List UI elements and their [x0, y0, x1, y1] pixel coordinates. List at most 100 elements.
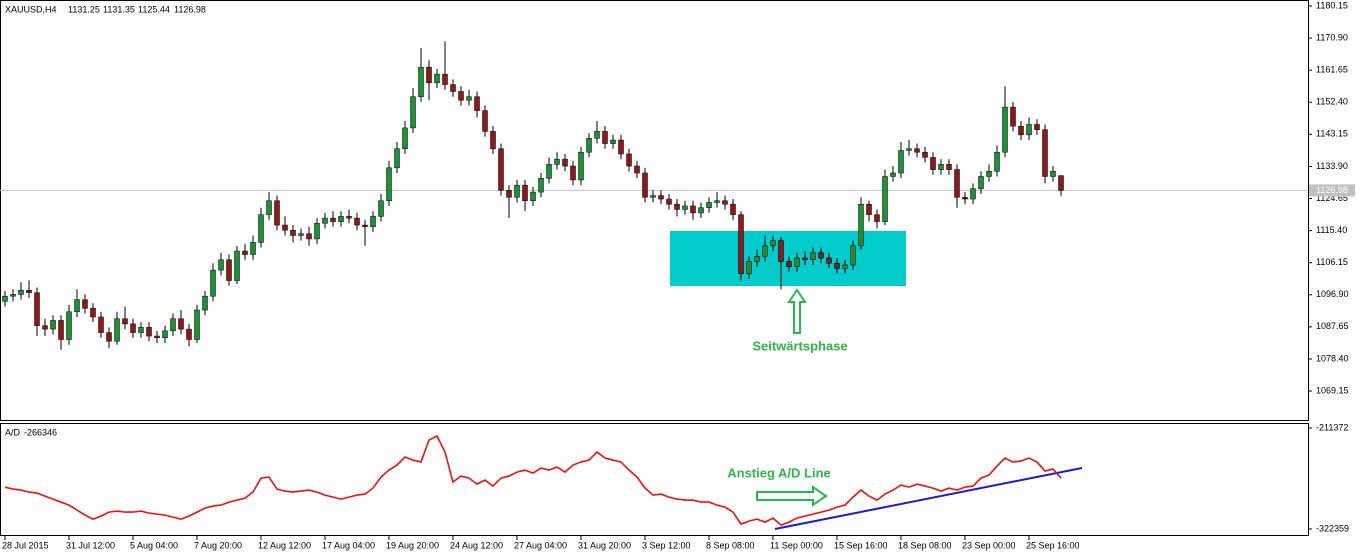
candle-body: [978, 176, 984, 189]
candle-body: [962, 197, 968, 200]
candle-body: [554, 158, 560, 165]
candle-body: [986, 171, 992, 177]
candle-body: [770, 240, 776, 247]
candle-body: [418, 66, 424, 97]
candle-body: [354, 217, 360, 226]
candle-body: [146, 327, 152, 337]
x-tick-label: 19 Aug 20:00: [386, 540, 439, 550]
header-high: 1131.35: [103, 4, 135, 14]
y-tick-label: 1096.90: [1316, 289, 1349, 299]
candle-body: [634, 165, 640, 174]
candle-body: [922, 151, 928, 158]
candle-body: [234, 250, 240, 281]
candle-body: [1018, 125, 1024, 136]
candle-body: [306, 233, 312, 240]
candle-body: [538, 177, 544, 193]
candle-body: [58, 320, 64, 340]
ad-line: [4, 434, 1062, 527]
candle-body: [434, 73, 440, 84]
candle-body: [442, 73, 448, 85]
candle-body: [98, 316, 104, 333]
candle-body: [802, 257, 808, 260]
y-tick-label: 1069.15: [1316, 385, 1349, 395]
header-low: 1125.44: [138, 4, 170, 14]
candle-body: [2, 295, 8, 302]
candle-body: [610, 139, 616, 144]
annotation: Anstieg A/D Line: [727, 465, 831, 480]
x-tick-label: 8 Sep 08:00: [706, 540, 755, 550]
candle-body: [730, 203, 736, 215]
candle-body: [370, 216, 376, 228]
candle-body: [914, 148, 920, 153]
candle-body: [266, 200, 272, 215]
candle-body: [50, 320, 56, 330]
candle-body: [186, 328, 192, 340]
candle-body: [674, 203, 680, 210]
candle-body: [698, 207, 704, 214]
candle-body: [866, 203, 872, 215]
candle-body: [378, 200, 384, 217]
candle-body: [322, 217, 328, 224]
candle-body: [154, 335, 160, 339]
candle-body: [530, 191, 536, 202]
candle-body: [906, 148, 912, 151]
candle-body: [682, 205, 688, 210]
candle-body: [34, 292, 40, 326]
candle-body: [898, 150, 904, 174]
candle-body: [546, 164, 552, 179]
candle-body: [754, 256, 760, 262]
y-tick-label: -322359: [1316, 523, 1349, 533]
candle-body: [618, 139, 624, 155]
candle-body: [346, 216, 352, 219]
x-tick-label: 18 Sep 08:00: [898, 540, 952, 550]
candle-body: [314, 223, 320, 240]
candle-body: [122, 318, 128, 325]
ad-panel-frame: [0, 423, 1309, 536]
candle-body: [74, 299, 80, 313]
candle-body: [426, 66, 432, 84]
candle-body: [130, 323, 136, 333]
candle-body: [138, 327, 144, 333]
candle-body: [994, 151, 1000, 172]
candle-body: [626, 153, 632, 167]
candle-body: [1050, 171, 1056, 177]
y-tick-label: 1152.40: [1316, 97, 1348, 107]
candle-body: [842, 264, 848, 269]
candle-body: [218, 259, 224, 271]
y-tick-label: 1133.90: [1316, 161, 1348, 171]
x-tick-label: 31 Aug 20:00: [578, 540, 631, 550]
x-tick-label: 31 Jul 12:00: [66, 540, 115, 550]
candle-body: [722, 200, 728, 205]
symbol-title: XAUUSD,H4: [5, 4, 57, 14]
candle-body: [410, 96, 416, 129]
candle-body: [114, 318, 120, 342]
candle-body: [954, 169, 960, 198]
candle-body: [298, 233, 304, 236]
x-tick-label: 11 Sep 00:00: [770, 540, 823, 550]
candle-body: [330, 217, 336, 222]
price-tag-label: 1126.98: [1316, 185, 1348, 195]
candle-body: [642, 172, 648, 198]
candle-body: [714, 200, 720, 203]
x-tick-label: 15 Sep 16:00: [834, 540, 888, 550]
candle-body: [178, 318, 184, 330]
candle-body: [970, 188, 976, 200]
candle-body: [482, 110, 488, 132]
candle-body: [1010, 106, 1016, 127]
x-tick-label: 27 Aug 04:00: [514, 540, 567, 550]
candle-body: [1026, 124, 1032, 136]
candle-body: [602, 131, 608, 144]
y-tick-label: 1170.90: [1316, 32, 1348, 42]
candle-body: [778, 240, 784, 262]
candle-body: [946, 164, 952, 170]
candle-body: [274, 200, 280, 226]
indicator-title: A/D: [5, 427, 21, 437]
candle-body: [450, 84, 456, 92]
candle-body: [874, 214, 880, 222]
candle-body: [658, 195, 664, 200]
candle-body: [746, 261, 752, 274]
candle-body: [170, 318, 176, 332]
candle-body: [690, 205, 696, 214]
